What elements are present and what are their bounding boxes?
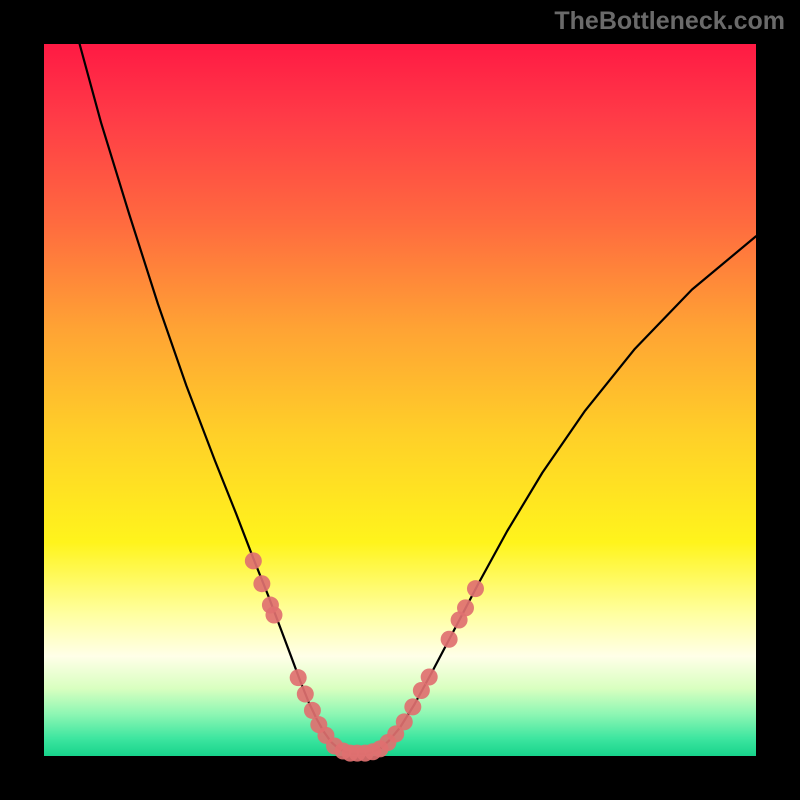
- watermark-text: TheBottleneck.com: [554, 7, 785, 36]
- chart-root: TheBottleneck.com: [0, 0, 800, 800]
- chart-background-gradient: [44, 44, 756, 756]
